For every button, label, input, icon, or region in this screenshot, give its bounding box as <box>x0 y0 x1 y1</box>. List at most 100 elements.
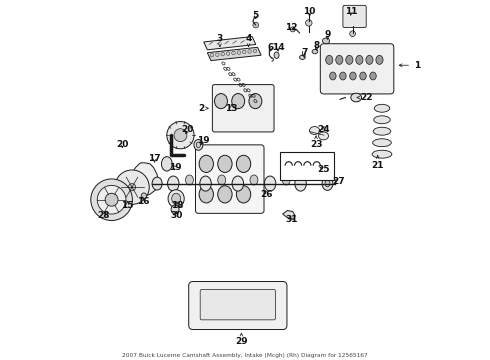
Ellipse shape <box>374 116 390 124</box>
Ellipse shape <box>295 176 306 191</box>
Ellipse shape <box>325 180 330 187</box>
Text: 19: 19 <box>197 136 210 145</box>
Ellipse shape <box>232 176 244 191</box>
Text: 20: 20 <box>116 140 128 149</box>
Text: 2007 Buick Lucerne Camshaft Assembly, Intake (Mcgh) (Rh) Diagram for 12565167: 2007 Buick Lucerne Camshaft Assembly, In… <box>122 353 368 358</box>
Ellipse shape <box>282 175 290 185</box>
Circle shape <box>221 52 224 56</box>
Ellipse shape <box>351 93 362 102</box>
Circle shape <box>306 20 312 26</box>
Text: 8: 8 <box>314 41 320 50</box>
Ellipse shape <box>200 176 211 191</box>
Text: 18: 18 <box>171 201 183 210</box>
Text: 10: 10 <box>303 7 316 16</box>
Ellipse shape <box>373 127 391 135</box>
Text: 3: 3 <box>217 34 223 46</box>
Ellipse shape <box>312 49 318 54</box>
Polygon shape <box>207 47 261 60</box>
Circle shape <box>210 53 214 57</box>
Ellipse shape <box>194 139 203 150</box>
Ellipse shape <box>152 177 162 190</box>
Ellipse shape <box>218 155 232 172</box>
Ellipse shape <box>161 157 172 171</box>
Ellipse shape <box>299 55 305 59</box>
Ellipse shape <box>199 155 214 172</box>
Circle shape <box>290 27 295 32</box>
Ellipse shape <box>250 175 258 185</box>
Circle shape <box>237 51 241 54</box>
Ellipse shape <box>340 72 346 80</box>
FancyBboxPatch shape <box>196 145 264 213</box>
Ellipse shape <box>322 177 333 190</box>
Ellipse shape <box>356 55 363 64</box>
Ellipse shape <box>322 38 330 44</box>
FancyBboxPatch shape <box>320 44 394 94</box>
Text: 12: 12 <box>285 23 298 32</box>
Polygon shape <box>129 163 158 196</box>
Circle shape <box>243 50 246 54</box>
Ellipse shape <box>236 186 251 203</box>
Circle shape <box>91 179 132 221</box>
Circle shape <box>174 129 187 141</box>
Ellipse shape <box>186 175 194 185</box>
Ellipse shape <box>370 72 376 80</box>
FancyBboxPatch shape <box>343 5 366 28</box>
Ellipse shape <box>372 150 392 158</box>
Ellipse shape <box>171 205 179 214</box>
Text: 2: 2 <box>198 104 208 113</box>
Text: 25: 25 <box>318 165 330 174</box>
Text: 19: 19 <box>169 163 181 172</box>
Ellipse shape <box>310 127 319 134</box>
Text: 6: 6 <box>268 43 274 52</box>
Text: 16: 16 <box>137 197 149 206</box>
Polygon shape <box>283 211 295 220</box>
Polygon shape <box>204 37 256 50</box>
FancyBboxPatch shape <box>212 85 274 132</box>
Circle shape <box>115 170 149 204</box>
Text: 11: 11 <box>344 7 357 16</box>
Text: 26: 26 <box>260 190 273 199</box>
Ellipse shape <box>236 155 251 172</box>
Ellipse shape <box>199 186 214 203</box>
Text: 13: 13 <box>225 104 238 113</box>
Circle shape <box>350 31 355 37</box>
Ellipse shape <box>330 72 336 80</box>
Text: 7: 7 <box>301 48 307 57</box>
Ellipse shape <box>374 104 390 112</box>
Text: 31: 31 <box>285 215 298 224</box>
Text: 15: 15 <box>121 201 134 210</box>
Circle shape <box>253 22 259 28</box>
Ellipse shape <box>373 139 392 147</box>
Text: 29: 29 <box>235 333 248 346</box>
Text: 21: 21 <box>371 156 384 170</box>
Ellipse shape <box>196 142 200 148</box>
Text: 17: 17 <box>148 154 161 163</box>
FancyBboxPatch shape <box>200 289 275 320</box>
Ellipse shape <box>326 55 333 64</box>
Text: 28: 28 <box>97 211 110 220</box>
Ellipse shape <box>376 55 383 64</box>
Ellipse shape <box>336 55 343 64</box>
FancyBboxPatch shape <box>280 152 334 180</box>
Text: 14: 14 <box>271 43 284 52</box>
Circle shape <box>167 122 194 149</box>
Circle shape <box>128 184 136 191</box>
Circle shape <box>226 52 230 55</box>
Ellipse shape <box>232 94 245 109</box>
Ellipse shape <box>218 186 232 203</box>
Text: 4: 4 <box>245 34 252 46</box>
Ellipse shape <box>218 175 225 185</box>
Ellipse shape <box>274 52 279 58</box>
Circle shape <box>216 53 219 57</box>
Circle shape <box>248 50 251 53</box>
Text: 22: 22 <box>357 93 373 102</box>
Ellipse shape <box>249 94 262 109</box>
Text: 20: 20 <box>181 125 194 134</box>
Ellipse shape <box>366 55 373 64</box>
Text: 30: 30 <box>171 211 183 220</box>
Ellipse shape <box>141 193 147 199</box>
Circle shape <box>232 51 235 55</box>
Text: 5: 5 <box>253 10 259 19</box>
Ellipse shape <box>215 94 227 109</box>
FancyBboxPatch shape <box>189 282 287 329</box>
